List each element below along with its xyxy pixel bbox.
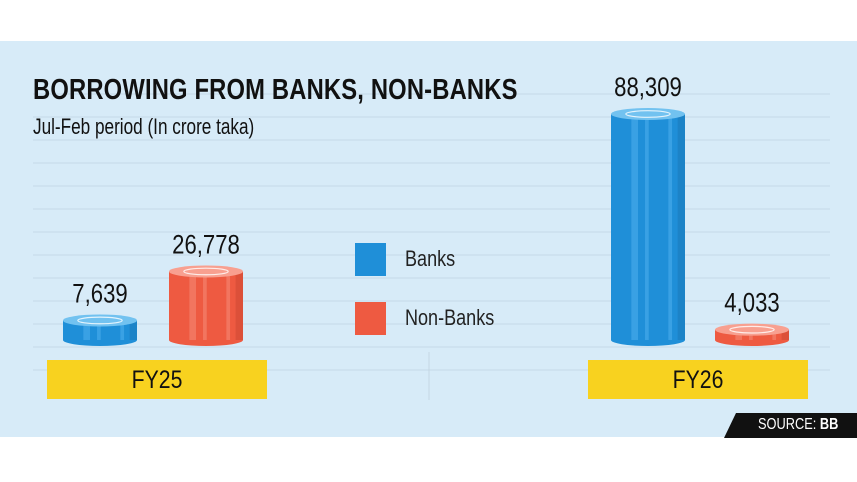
bar-top-banks-fy25 <box>63 314 137 327</box>
bar-stripe <box>97 320 101 340</box>
coin-ring-icon <box>77 316 123 325</box>
bar-stripe <box>772 329 777 340</box>
category-band-fy25 <box>47 360 267 399</box>
bar-shade <box>235 271 243 340</box>
bar-stripe <box>189 271 197 340</box>
category-label-fy25: FY25 <box>131 366 183 394</box>
category-band-fy26 <box>588 360 808 399</box>
bar-top-non-banks-fy26 <box>715 323 789 336</box>
chart-title: BORROWING FROM BANKS, NON-BANKS <box>33 74 518 106</box>
bar-non-banks-fy26 <box>715 323 789 346</box>
bar-stripe <box>226 271 231 340</box>
source-label: SOURCE: <box>758 416 817 433</box>
bar-banks-fy26 <box>611 108 685 346</box>
coin-ring-icon <box>625 110 671 118</box>
value-label-non-banks-fy26: 4,033 <box>724 289 779 319</box>
value-label-banks-fy26: 88,309 <box>614 73 682 103</box>
bar-shade <box>781 329 789 340</box>
value-label-banks-fy25: 7,639 <box>72 279 127 309</box>
legend-item-non-banks: Non-Banks <box>355 302 555 336</box>
coin-ring-icon <box>729 325 775 334</box>
bar-stripe <box>120 320 125 340</box>
bar-top-banks-fy26 <box>611 108 685 120</box>
value-label-non-banks-fy25: 26,778 <box>172 231 240 261</box>
bar-non-banks-fy25 <box>169 265 243 346</box>
legend-label-non-banks: Non-Banks <box>405 305 495 330</box>
bar-shade <box>129 320 137 340</box>
legend-label-banks: Banks <box>405 246 456 271</box>
legend-swatch-non-banks <box>355 302 386 335</box>
bar-shade <box>677 114 685 340</box>
source-value: BB <box>819 416 839 433</box>
legend-swatch-banks <box>355 243 386 276</box>
bar-stripe <box>631 114 639 340</box>
bar-stripe <box>83 320 91 340</box>
category-label-fy26: FY26 <box>672 366 724 394</box>
bar-banks-fy25 <box>63 314 137 346</box>
bar-stripe <box>668 114 673 340</box>
bar-stripe <box>203 271 207 340</box>
chart-subtitle: Jul-Feb period (In crore taka) <box>33 114 255 139</box>
bar-top-non-banks-fy25 <box>169 265 243 278</box>
coin-ring-icon <box>183 267 229 276</box>
legend-item-banks: Banks <box>355 243 555 277</box>
bar-stripe <box>645 114 649 340</box>
source-text: SOURCE: BB <box>758 416 838 434</box>
source-badge <box>724 413 857 438</box>
